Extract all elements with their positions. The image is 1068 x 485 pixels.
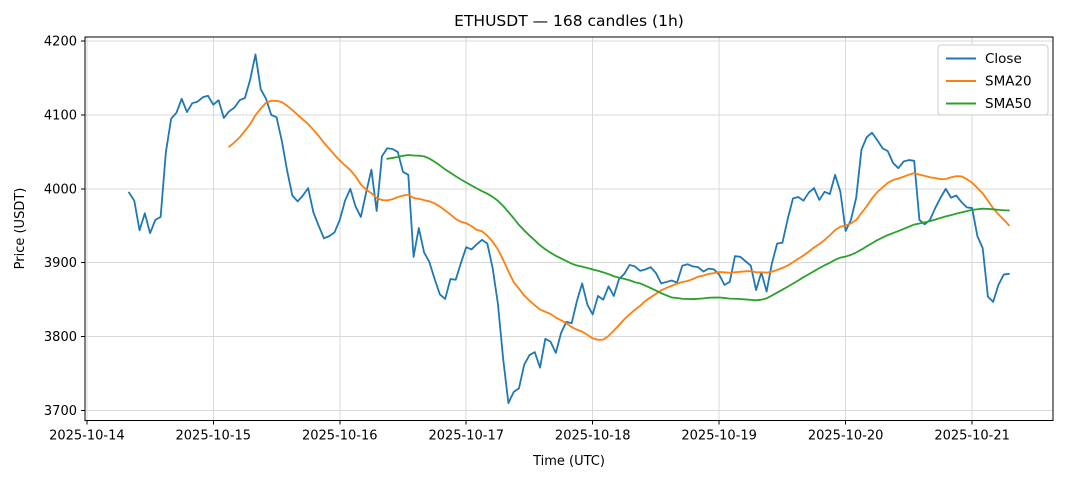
x-axis-label: Time (UTC) [532, 454, 605, 469]
data-series [128, 53, 1010, 404]
y-tick-label: 4000 [44, 182, 77, 197]
x-tick-label: 2025-10-21 [934, 429, 1010, 444]
axis-ticks: 3700 3800 3900 4000 4100 4200 2025-10-14 2025-1… [44, 35, 1010, 444]
chart-title: ETHUSDT — 168 candles (1h) [454, 12, 684, 30]
legend-label-sma20: SMA20 [985, 74, 1032, 90]
series-sma50-line [386, 154, 1010, 302]
y-axis-label: Price (USDT) [13, 188, 28, 270]
y-tick-label: 3900 [44, 256, 77, 271]
y-tick-label: 3800 [44, 330, 77, 345]
y-tick-label: 3700 [44, 404, 77, 419]
x-tick-label: 2025-10-17 [428, 429, 504, 444]
x-tick-label: 2025-10-15 [176, 429, 252, 444]
x-tick-label: 2025-10-19 [681, 429, 757, 444]
plot-area-border [84, 36, 1054, 421]
legend-box [937, 44, 1049, 116]
x-tick-label: 2025-10-18 [555, 429, 631, 444]
series-close-line [128, 53, 1010, 404]
y-tick-label: 4200 [44, 35, 77, 50]
gridlines [85, 37, 1053, 421]
y-tick-label: 4100 [44, 109, 77, 124]
legend: Close SMA20 SMA50 [937, 44, 1049, 116]
legend-label-close: Close [985, 51, 1022, 67]
legend-label-sma50: SMA50 [985, 96, 1032, 112]
x-tick-label: 2025-10-14 [49, 429, 125, 444]
x-tick-label: 2025-10-16 [302, 429, 378, 444]
series-sma20-line [228, 99, 1010, 341]
x-tick-label: 2025-10-20 [808, 429, 884, 444]
